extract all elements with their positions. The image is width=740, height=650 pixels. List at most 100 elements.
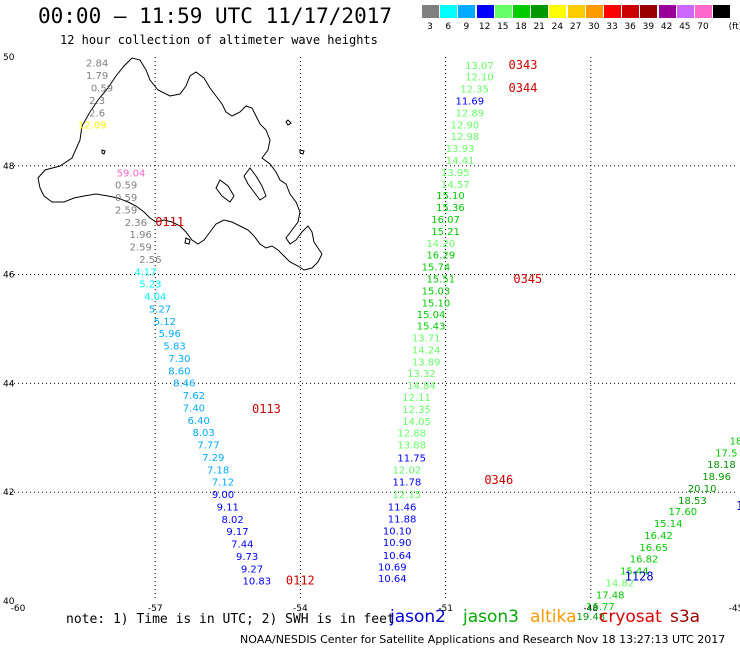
wave-height-label: 5.23 (139, 279, 161, 290)
wave-height-label: 7.18 (207, 465, 229, 476)
wave-height-label: 5.83 (163, 341, 185, 352)
wave-height-label: 12.11 (402, 393, 431, 404)
legend-swatch (676, 5, 694, 18)
wave-height-label: 15.14 (654, 519, 683, 530)
wave-height-label: 15.74 (422, 262, 451, 273)
wave-height-label: 5.12 (154, 317, 176, 328)
x-tick-label: -57 (148, 604, 163, 614)
page-title: 00:00 – 11:59 UTC 11/17/2017 (38, 4, 393, 28)
wave-height-label: 17.48 (596, 590, 625, 601)
wave-height-label: 14.84 (407, 381, 436, 392)
legend-label: 21 (533, 22, 545, 32)
y-tick-label: 42 (3, 488, 14, 498)
wave-height-label: 13.07 (465, 61, 494, 72)
legend-label: 15 (497, 22, 509, 32)
wave-height-label: 11.78 (393, 477, 422, 488)
wave-height-label: 5.27 (149, 304, 171, 315)
wave-height-label: 2.56 (139, 255, 161, 266)
satellite-jason2: jason2 (390, 607, 446, 627)
wave-height-label: 10.83 (243, 576, 272, 587)
satellite-s3a: s3a (670, 607, 701, 627)
wave-height-label: 16.29 (426, 250, 455, 261)
legend-swatch (476, 5, 494, 18)
legend-swatch (458, 5, 476, 18)
legend-label: 24 (551, 22, 564, 32)
wave-height-label: 18 (730, 437, 740, 448)
wave-height-label: 4.17 (134, 267, 156, 278)
coastline-newfoundland (37, 57, 323, 271)
wave-height-label: 11.75 (397, 453, 426, 464)
y-tick-label: 50 (3, 53, 15, 63)
wave-height-label: 59.04 (117, 168, 146, 179)
wave-height-label: 14.05 (402, 417, 431, 428)
wave-height-label: 12.90 (451, 120, 480, 131)
wave-height-label: 12.88 (397, 428, 426, 439)
footer-credit: NOAA/NESDIS Center for Satellite Applica… (240, 633, 726, 646)
wave-height-label: 17.5 (715, 448, 737, 459)
footer-note: note: 1) Time is in UTC; 2) SWH is in fe… (66, 612, 395, 627)
wave-height-label: 2.3 (89, 96, 105, 107)
x-tick-label: -60 (11, 604, 26, 614)
satellite-altika: altika (530, 607, 577, 627)
wave-height-label: 14.20 (426, 239, 455, 250)
page-subtitle: 12 hour collection of altimeter wave hei… (60, 33, 378, 47)
wave-height-label: 14.82 (606, 579, 635, 590)
wave-height-label: 7.44 (231, 539, 253, 550)
coastline-islet (184, 237, 191, 245)
coastline-peninsula (243, 167, 267, 201)
wave-height-label: 2.36 (125, 218, 147, 229)
pass-time-label: 1128 (625, 570, 654, 584)
wave-height-label: 10.10 (383, 526, 412, 537)
pass-time-label: 11 (736, 499, 740, 513)
wave-height-label: 8.60 (168, 366, 190, 377)
grid-lines (10, 57, 736, 601)
wave-height-label: 9.17 (226, 527, 248, 538)
x-tick-label: -54 (293, 604, 308, 614)
wave-height-label: 12.02 (393, 465, 422, 476)
wave-height-label: 12.09 (78, 120, 107, 131)
wave-height-label: 12.35 (460, 85, 489, 96)
wave-height-label: 12.10 (465, 73, 494, 84)
wave-height-label: 14.57 (441, 180, 470, 191)
legend-swatch (494, 5, 512, 18)
time-labels: 0343 0344 0345 0346 0111 0113 0112 1128 11 (155, 58, 740, 587)
axis-tick-labels: -60 -57 -54 -51 -48 -45 40 42 44 46 48 50 (3, 53, 740, 614)
data-points: 2.841.790.592.32.612.0959.040.590.592.59… (78, 58, 740, 623)
wave-height-label: 10.64 (383, 551, 412, 562)
wave-height-label: 0.59 (91, 83, 113, 94)
legend-label: 70 (697, 22, 709, 32)
x-tick-label: -48 (583, 604, 598, 614)
wave-height-label: 20.10 (688, 484, 717, 495)
legend-swatch (658, 5, 676, 18)
legend-label: 12 (478, 22, 491, 32)
wave-height-label: 6.40 (188, 416, 210, 427)
wave-height-label: 17.60 (668, 507, 697, 518)
wave-height-label: 10.64 (378, 574, 407, 585)
y-tick-label: 44 (3, 379, 15, 389)
y-tick-label: 40 (3, 597, 15, 607)
pass-time-label: 0113 (252, 402, 281, 416)
wave-height-label: 2.59 (115, 205, 137, 216)
legend-label: 36 (624, 22, 636, 32)
wave-height-label: 0.59 (115, 180, 137, 191)
wave-height-label: 12.15 (393, 490, 422, 501)
wave-height-label: 8.03 (192, 428, 214, 439)
wave-height-label: 18.96 (702, 472, 731, 483)
wave-height-label: 0.59 (115, 193, 137, 204)
legend-swatch (513, 5, 530, 18)
wave-height-label: 15.10 (422, 298, 451, 309)
y-tick-label: 48 (3, 162, 15, 172)
legend-label: 45 (679, 22, 691, 32)
wave-height-label: 9.00 (212, 490, 234, 501)
legend-label: 33 (606, 22, 618, 32)
legend-label: 27 (569, 22, 582, 32)
x-tick-label: -51 (438, 604, 453, 614)
wave-height-label: 16.65 (639, 543, 668, 554)
wave-height-label: 16.42 (644, 531, 673, 542)
legend-swatch (640, 5, 658, 18)
wave-height-label: 10.90 (383, 538, 412, 549)
wave-height-label: 7.77 (197, 440, 219, 451)
wave-height-label: 13.88 (397, 440, 426, 451)
wave-height-label: 5.96 (159, 329, 181, 340)
